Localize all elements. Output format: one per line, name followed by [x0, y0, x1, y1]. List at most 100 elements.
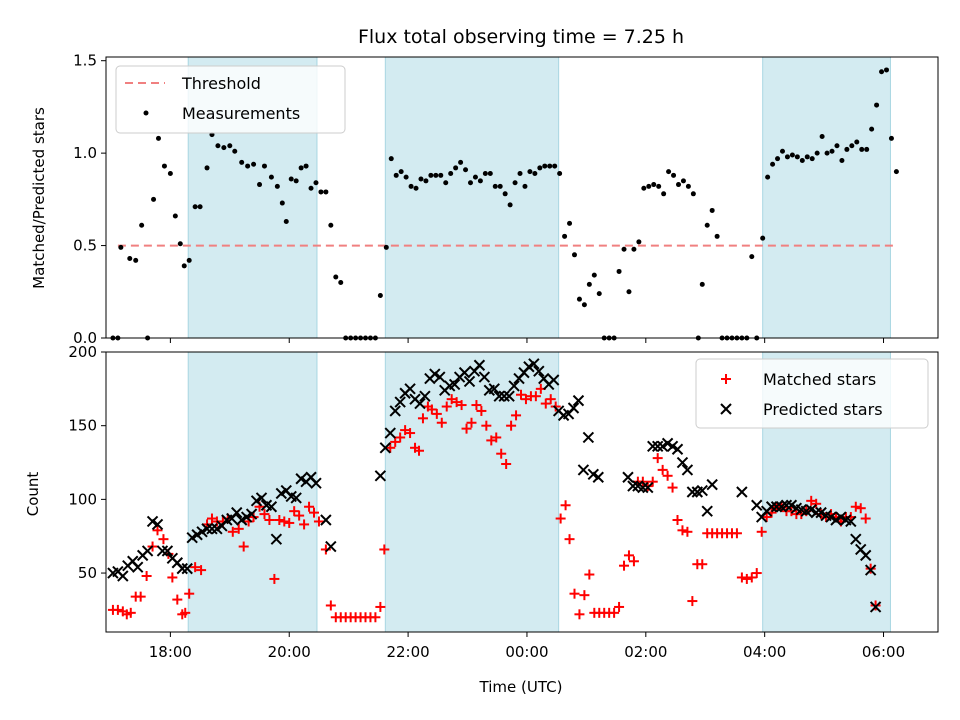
x-stroke-b [835, 511, 847, 523]
x-stroke-b [404, 383, 416, 395]
x-stroke-b [647, 440, 659, 453]
x-stroke-b [805, 503, 817, 516]
predicted-star-point [572, 394, 585, 407]
x-stroke-b [394, 396, 406, 408]
matched-star-point [741, 573, 752, 584]
matched-star-point [761, 512, 772, 523]
predicted-star-point [181, 562, 193, 575]
matched-star-point [677, 525, 688, 536]
predicted-star-point [320, 514, 332, 526]
measurements-legend-label: Measurements [182, 104, 300, 123]
x-stroke-b [538, 372, 550, 385]
predicted-star-point [864, 564, 877, 576]
matched-star-point [579, 590, 590, 601]
predicted-star-point [231, 506, 243, 519]
predicted-star-point [706, 478, 718, 491]
measurement-point [215, 143, 221, 149]
measurement-point [298, 165, 304, 171]
x-stroke-b [825, 511, 837, 523]
measurement-point [794, 154, 800, 160]
matched-stars-legend-swatch [721, 374, 731, 384]
matched-star-point [609, 607, 620, 618]
measurement-point [854, 139, 860, 145]
measurement-point [463, 167, 469, 173]
predicted-star-point [533, 365, 545, 377]
x-stroke-b [389, 405, 401, 417]
shaded-interval [762, 56, 891, 339]
measurement-point [472, 174, 478, 180]
matched-star-point [550, 401, 561, 412]
predicted-star-point [419, 390, 431, 402]
x-stroke-b [270, 533, 283, 545]
measurement-point [308, 185, 314, 191]
matched-star-point [619, 560, 630, 571]
matched-star-point [530, 391, 541, 402]
matched-star-point [125, 607, 136, 618]
measurement-point [181, 263, 187, 269]
predicted-star-point [651, 440, 664, 453]
x-stroke-b [231, 506, 243, 519]
x-stroke-b [384, 427, 396, 439]
top-panel: 0.0 0.5 1.0 1.5 Matched/Predicted stars Thr… [30, 52, 939, 347]
measurement-point [888, 135, 894, 141]
measurement-point [288, 176, 294, 182]
matched-star-point [135, 591, 146, 602]
matched-star-point [574, 609, 585, 620]
matched-star-point [431, 408, 442, 419]
measurement-point [765, 174, 771, 180]
matched-stars-points [107, 383, 881, 623]
measurement-point [388, 156, 394, 162]
measurement-point [333, 274, 339, 280]
top-chart-title: Flux total observing time = 7.25 h [358, 26, 684, 48]
matched-star-point [274, 515, 285, 525]
x-stroke-b [790, 502, 803, 514]
matched-star-point [441, 401, 452, 412]
predicted-star-point [379, 442, 392, 454]
measurement-point [749, 254, 755, 260]
measurement-point [512, 180, 518, 186]
measurement-point [893, 169, 899, 175]
measurement-point [631, 246, 637, 252]
measurement-point [839, 158, 845, 164]
x-stroke-b [325, 540, 337, 553]
predicted-star-point [592, 471, 604, 483]
predicted-star-point [642, 481, 654, 494]
measurement-point [118, 244, 124, 250]
measurement-point [492, 183, 498, 189]
x-stroke-b [651, 440, 664, 453]
x-stroke-b [785, 499, 798, 511]
measurement-point [809, 156, 815, 162]
matched-star-point [375, 601, 386, 612]
predicted-star-point [528, 358, 540, 370]
predicted-star-point [701, 505, 713, 517]
x-stroke-b [528, 358, 540, 370]
measurement-point [656, 183, 662, 189]
matched-star-point [227, 526, 238, 537]
x-stroke-b [310, 477, 322, 489]
x-stroke-b [176, 562, 188, 575]
measurement-point [680, 178, 686, 184]
measurement-point [328, 222, 334, 228]
bottom-x-ticks: 18:00 20:00 22:00 00:00 02:00 04:00 06:00 [149, 632, 905, 661]
measurement-point [562, 233, 568, 239]
x-tick-label: 00:00 [505, 643, 548, 661]
x-stroke-b [622, 471, 634, 483]
measurements-legend-swatch [143, 110, 149, 116]
matched-star-point [172, 594, 183, 605]
x-stroke-b [255, 492, 268, 504]
x-stroke-b [379, 442, 392, 454]
predicted-star-point [448, 378, 461, 391]
measurement-point [487, 170, 493, 176]
predicted-star-point [265, 501, 278, 513]
matched-star-point [687, 596, 698, 607]
matched-star-point [516, 389, 527, 400]
x-stroke-b [666, 440, 679, 453]
predicted-star-point [681, 464, 694, 476]
matched-star-point [289, 506, 300, 517]
measurement-point [383, 244, 389, 250]
matched-star-point [860, 513, 871, 524]
x-stroke-b [533, 365, 545, 377]
measurement-point [527, 169, 533, 175]
predicted-star-point [161, 545, 174, 557]
x-stroke-b [706, 478, 718, 491]
